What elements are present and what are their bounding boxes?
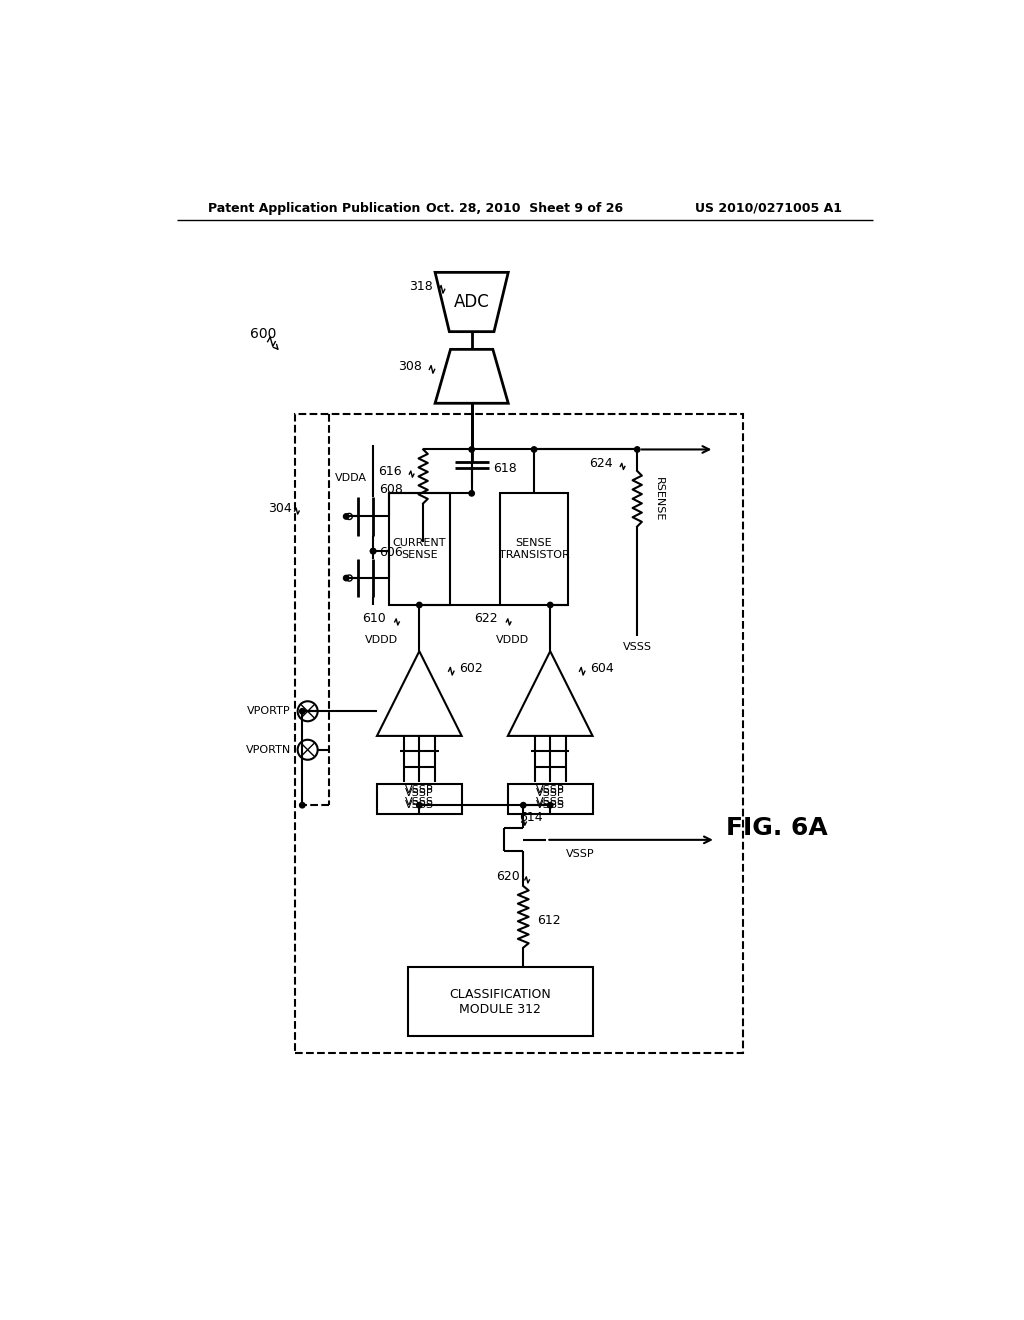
Text: VDDD: VDDD	[365, 635, 397, 645]
Text: 610: 610	[362, 612, 386, 626]
Bar	[388, 494, 451, 605]
Text: 620: 620	[496, 870, 519, 883]
Bar	[295, 414, 742, 1053]
Polygon shape	[508, 651, 593, 737]
Polygon shape	[377, 651, 462, 737]
Circle shape	[298, 739, 317, 760]
Text: CURRENT
SENSE: CURRENT SENSE	[392, 539, 446, 560]
Text: 308: 308	[397, 360, 422, 372]
Text: Oct. 28, 2010  Sheet 9 of 26: Oct. 28, 2010 Sheet 9 of 26	[426, 202, 624, 215]
Text: CLASSIFICATION
MODULE 312: CLASSIFICATION MODULE 312	[450, 987, 551, 1015]
Text: 624: 624	[589, 457, 612, 470]
Text: VSSS: VSSS	[623, 643, 651, 652]
Circle shape	[520, 803, 526, 808]
Bar	[508, 784, 593, 814]
Text: VSSP
VSSS: VSSP VSSS	[536, 785, 564, 807]
Text: VPORTN: VPORTN	[246, 744, 291, 755]
Circle shape	[298, 701, 317, 721]
Text: FIG. 6A: FIG. 6A	[726, 816, 828, 841]
Circle shape	[300, 803, 305, 808]
Text: 602: 602	[460, 661, 483, 675]
Text: 618: 618	[494, 462, 517, 475]
Circle shape	[531, 446, 537, 453]
Text: 614: 614	[519, 810, 543, 824]
Text: VPORTP: VPORTP	[247, 706, 291, 717]
Circle shape	[343, 576, 349, 581]
Text: 608: 608	[379, 483, 403, 496]
Text: VSSP
VSSS: VSSP VSSS	[404, 788, 434, 810]
Circle shape	[346, 513, 352, 520]
Text: VSSP
VSSS: VSSP VSSS	[536, 788, 564, 810]
Text: VDDA: VDDA	[335, 473, 367, 483]
Polygon shape	[435, 272, 508, 331]
Text: RSENSE: RSENSE	[654, 477, 665, 521]
Bar	[500, 494, 568, 605]
Circle shape	[469, 491, 474, 496]
Text: 616: 616	[378, 465, 401, 478]
Text: 612: 612	[538, 915, 561, 927]
Text: US 2010/0271005 A1: US 2010/0271005 A1	[695, 202, 842, 215]
Circle shape	[548, 803, 553, 808]
Text: 622: 622	[474, 612, 498, 626]
Polygon shape	[435, 350, 508, 404]
Bar	[377, 784, 462, 814]
Text: 606: 606	[379, 546, 403, 560]
Text: 600: 600	[250, 327, 276, 341]
Circle shape	[300, 709, 305, 714]
Text: VSSP
VSSS: VSSP VSSS	[404, 785, 434, 807]
Circle shape	[469, 446, 474, 453]
Text: ADC: ADC	[454, 293, 489, 312]
Circle shape	[371, 548, 376, 554]
Circle shape	[548, 602, 553, 607]
Circle shape	[635, 446, 640, 453]
Text: 304: 304	[268, 502, 292, 515]
Bar	[408, 966, 593, 1036]
Text: VSSP: VSSP	[565, 849, 594, 859]
Circle shape	[417, 803, 422, 808]
Text: Patent Application Publication: Patent Application Publication	[208, 202, 420, 215]
Circle shape	[371, 548, 376, 554]
Circle shape	[343, 513, 349, 519]
Text: 604: 604	[590, 661, 614, 675]
Text: 318: 318	[410, 280, 433, 293]
Text: VDDD: VDDD	[496, 635, 528, 645]
Circle shape	[346, 576, 352, 581]
Text: SENSE
TRANSISTOR: SENSE TRANSISTOR	[499, 539, 569, 560]
Circle shape	[417, 602, 422, 607]
